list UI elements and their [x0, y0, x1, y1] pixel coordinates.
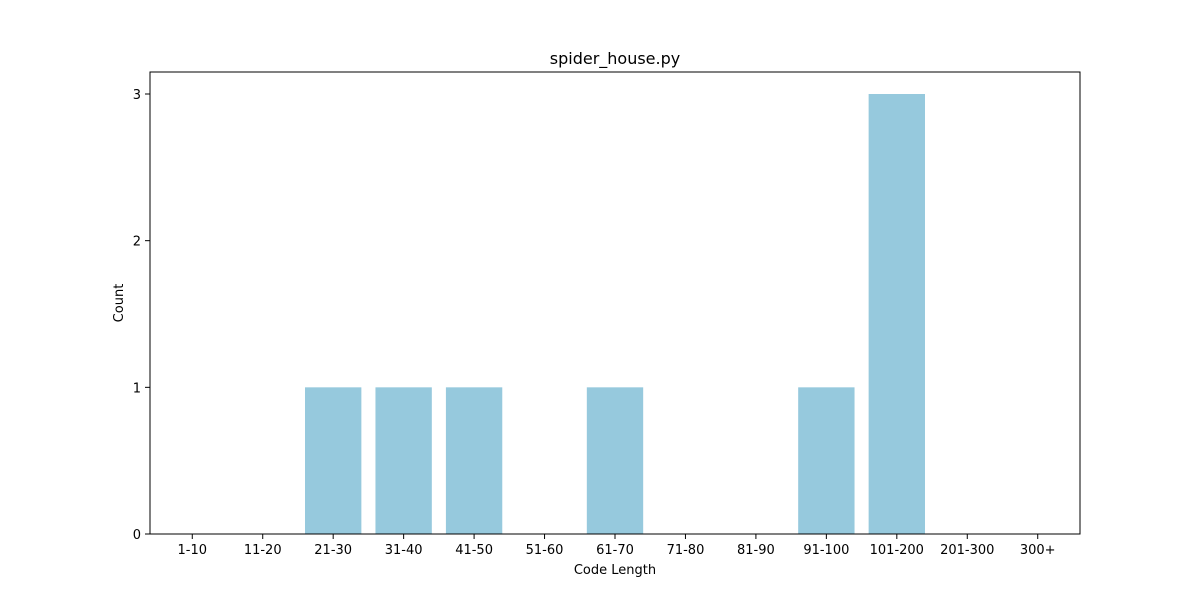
bar-31-40	[375, 387, 432, 534]
bar-21-30	[305, 387, 362, 534]
y-tick-label: 3	[133, 88, 141, 103]
x-tick-label: 21-30	[314, 543, 352, 558]
x-tick-label: 61-70	[596, 543, 634, 558]
x-axis-label: Code Length	[574, 563, 656, 578]
y-tick-label: 0	[133, 528, 141, 543]
y-axis-label: Count	[112, 284, 127, 323]
y-tick-label: 1	[133, 381, 141, 396]
x-tick-label: 31-40	[385, 543, 423, 558]
bars-layer	[305, 94, 925, 534]
bar-91-100	[798, 387, 855, 534]
bar-41-50	[445, 387, 503, 534]
y-axis-ticks: 0 1 2 3	[133, 88, 150, 543]
bar-101-200	[868, 94, 925, 534]
bar-61-70	[586, 387, 644, 534]
x-tick-label: 1-10	[178, 543, 208, 558]
x-tick-label: 91-100	[803, 543, 849, 558]
x-axis-ticks: 1-10 11-20 21-30 31-40 41-50 51-60 61-70 71-80 8…	[178, 534, 1056, 558]
chart-title: spider_house.py	[550, 49, 680, 69]
x-tick-label: 101-200	[870, 543, 924, 558]
x-tick-label: 201-300	[940, 543, 994, 558]
y-tick-label: 2	[133, 235, 141, 250]
x-tick-label: 51-60	[526, 543, 564, 558]
x-tick-label: 81-90	[737, 543, 775, 558]
x-tick-label: 71-80	[667, 543, 705, 558]
x-tick-label: 11-20	[244, 543, 282, 558]
x-tick-label: 300+	[1020, 543, 1056, 558]
x-tick-label: 41-50	[455, 543, 493, 558]
